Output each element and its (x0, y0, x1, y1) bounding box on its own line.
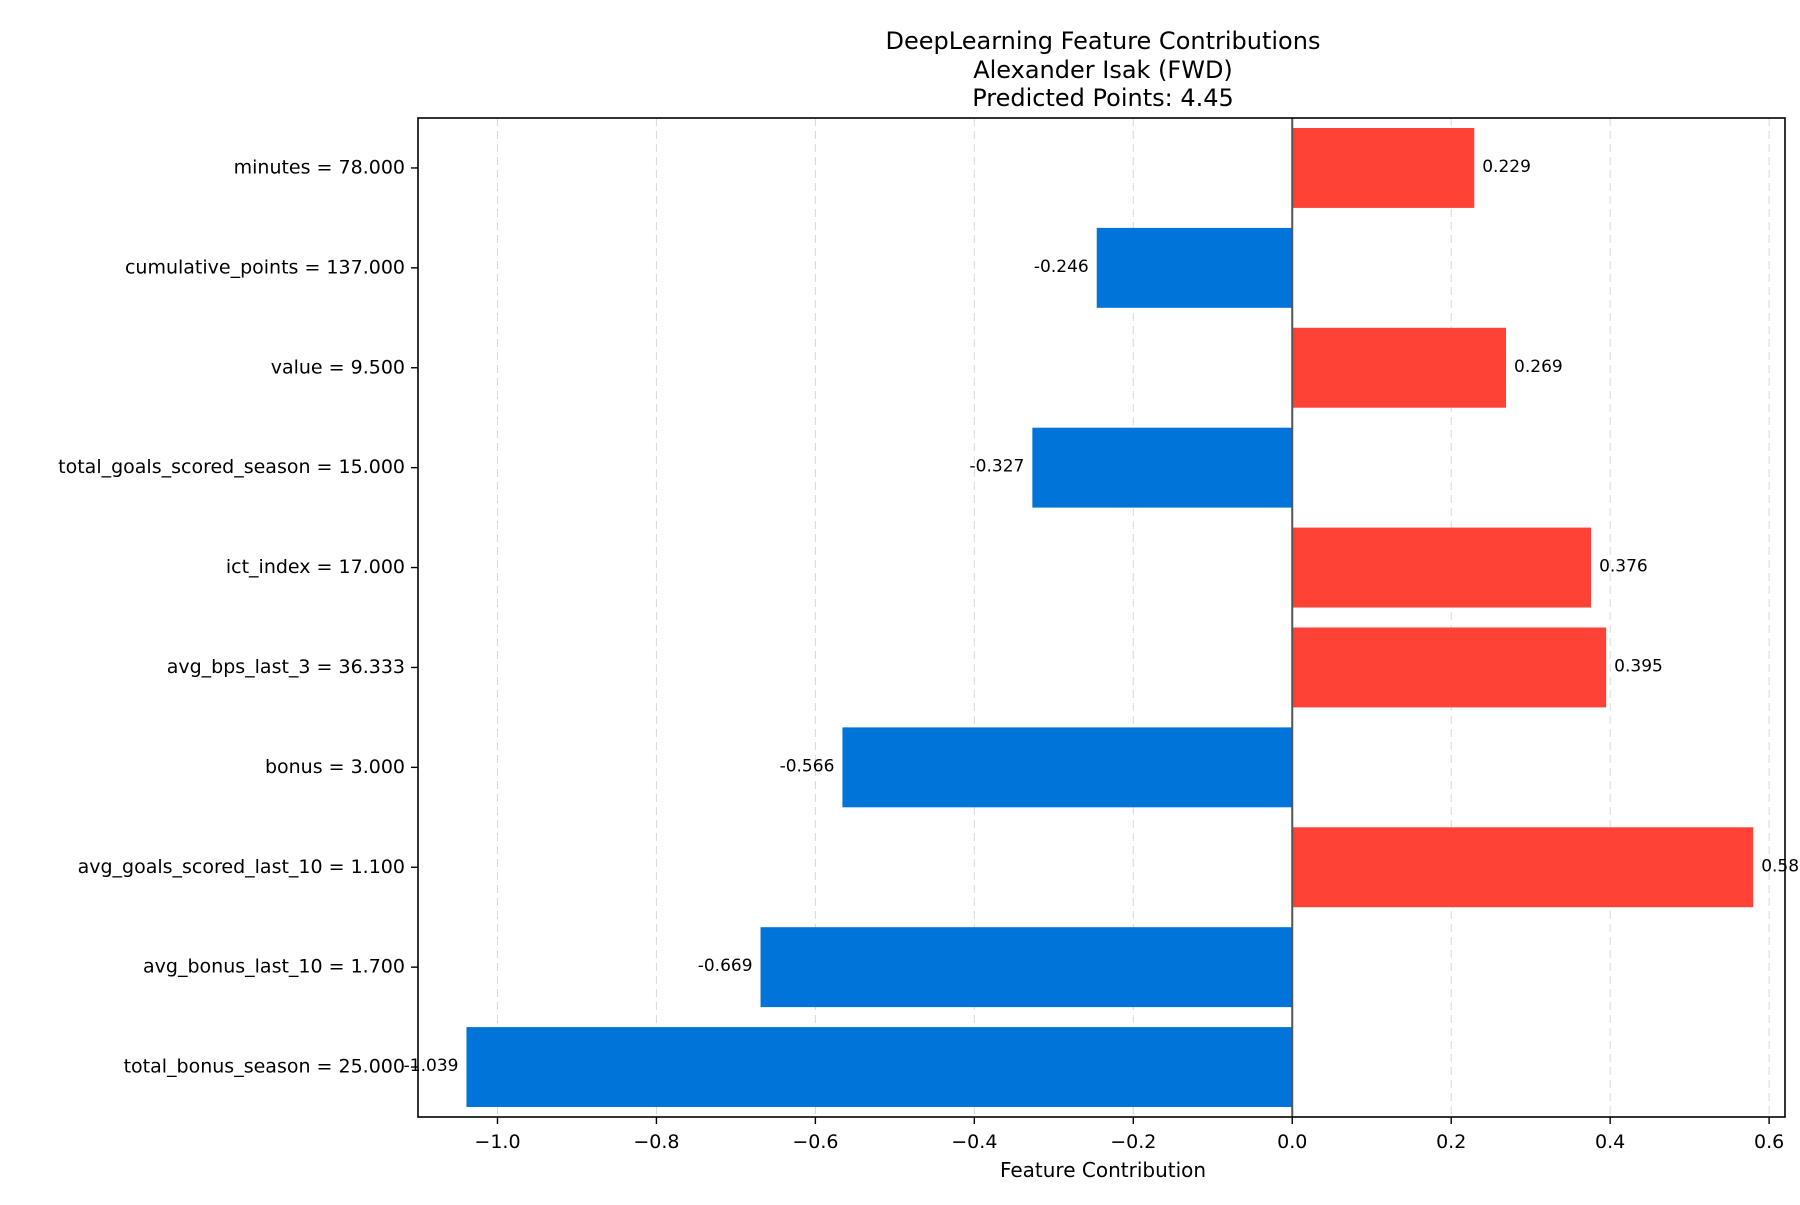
y-tick-label: bonus = 3.000 (265, 756, 405, 778)
bar (1096, 227, 1293, 308)
bar-value-label: -0.669 (698, 956, 753, 976)
bar-value-label: 0.395 (1614, 656, 1663, 676)
y-tick-label: avg_bps_last_3 = 36.333 (167, 656, 405, 678)
y-tick-label: avg_bonus_last_10 = 1.700 (143, 956, 405, 978)
x-tick-label: 0.0 (1277, 1131, 1307, 1153)
value-labels: 0.229 -0.246 0.269 -0.327 0.376 0.395 -0.566 0.… (404, 157, 1800, 1076)
bar (1292, 327, 1507, 408)
bar (842, 727, 1293, 808)
x-axis-label: Feature Contribution (1000, 1158, 1206, 1182)
x-tick-label: −0.2 (1110, 1131, 1156, 1153)
bar (1292, 827, 1754, 908)
bar-value-label: 0.229 (1482, 157, 1531, 177)
bars (466, 127, 1754, 1108)
bar (1292, 527, 1592, 608)
bar-value-label: 0.376 (1599, 557, 1648, 577)
chart-title: DeepLearning Feature Contributions Alexa… (886, 27, 1321, 112)
y-tick-label: cumulative_points = 137.000 (125, 256, 405, 278)
x-tick-label: −0.6 (792, 1131, 838, 1153)
x-tick-label: −0.8 (633, 1131, 679, 1153)
bar-value-label: -1.039 (404, 1056, 459, 1076)
y-tick-label: avg_goals_scored_last_10 = 1.100 (78, 856, 405, 878)
x-tick-label: 0.4 (1595, 1131, 1625, 1153)
bar-value-label: -0.566 (780, 756, 835, 776)
y-tick-label: total_goals_scored_season = 15.000 (58, 456, 405, 478)
bar (1292, 127, 1475, 208)
x-tick-label: −0.4 (951, 1131, 997, 1153)
y-tick-label: minutes = 78.000 (234, 156, 405, 178)
x-tick-label: −1.0 (474, 1131, 520, 1153)
x-tick-label: 0.2 (1436, 1131, 1466, 1153)
bar-value-label: 0.269 (1514, 357, 1563, 377)
bar-value-label: -0.246 (1034, 257, 1089, 277)
bar-value-label: -0.327 (970, 457, 1025, 477)
y-tick-label: value = 9.500 (271, 356, 405, 378)
bar (1292, 627, 1607, 708)
plot-frame (417, 117, 1786, 1118)
bar (760, 927, 1293, 1008)
title-line-1: DeepLearning Feature Contributions (886, 27, 1321, 55)
x-tick-label: 0.6 (1754, 1131, 1784, 1153)
title-line-2: Alexander Isak (FWD) (973, 56, 1233, 84)
bar-value-label: 0.580 (1761, 856, 1800, 876)
y-tick-label: total_bonus_season = 25.000 (124, 1056, 405, 1078)
title-line-3: Predicted Points: 4.45 (972, 84, 1234, 112)
y-axis-ticks: minutes = 78.000 cumulative_points = 137.… (58, 156, 418, 1078)
y-tick-label: ict_index = 17.000 (226, 556, 405, 578)
x-axis-ticks: −1.0 −0.8 −0.6 −0.4 −0.2 0.0 0.2 0.4 0.6 (474, 1117, 1784, 1153)
bar (1032, 427, 1293, 508)
bar (466, 1027, 1293, 1108)
